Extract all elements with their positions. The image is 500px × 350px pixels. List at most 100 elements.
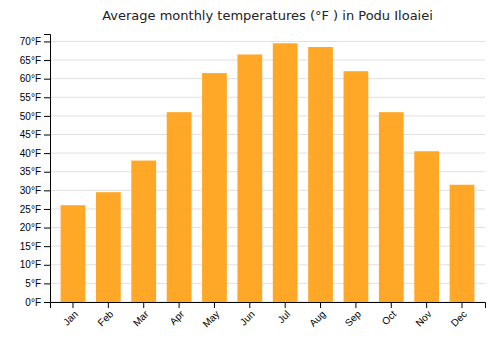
y-tick: 40°F xyxy=(20,148,50,159)
bar xyxy=(379,112,404,302)
y-tick-mark xyxy=(44,246,50,247)
y-tick: 60°F xyxy=(20,73,50,84)
x-tick-mark xyxy=(391,302,392,308)
y-tick-mark xyxy=(44,60,50,61)
x-tick: Sep xyxy=(343,302,364,329)
y-tick: 30°F xyxy=(20,185,50,196)
y-tick-label: 55°F xyxy=(20,92,41,103)
x-tick: Mar xyxy=(131,302,151,328)
grid-line xyxy=(50,97,485,98)
y-tick-mark xyxy=(44,228,50,229)
y-tick: 20°F xyxy=(20,222,50,233)
bar xyxy=(61,205,86,302)
y-tick-mark xyxy=(44,190,50,191)
grid-line xyxy=(50,60,485,61)
chart: 0°F 5°F 10°F 15°F 20°F 25°F 30°F 35°F 40°F 45°F 50… xyxy=(0,0,500,350)
x-tick-label: May xyxy=(200,308,221,329)
x-tick-label: Oct xyxy=(380,308,399,327)
x-tick-label: Jan xyxy=(61,308,80,327)
y-tick-label: 25°F xyxy=(20,204,41,215)
x-tick: Jan xyxy=(61,302,80,328)
y-tick-mark xyxy=(44,79,50,80)
y-tick: 10°F xyxy=(20,259,50,270)
x-tick: Apr xyxy=(167,302,186,327)
y-tick: 0°F xyxy=(25,297,50,308)
x-tick-label: Apr xyxy=(167,308,186,327)
bar xyxy=(273,43,298,302)
y-tick-label: 15°F xyxy=(20,241,41,252)
bar xyxy=(308,47,333,302)
y-tick-label: 60°F xyxy=(20,73,41,84)
plot: 0°F 5°F 10°F 15°F 20°F 25°F 30°F 35°F 40°F 45°F 50… xyxy=(20,35,486,330)
x-tick-label: Jun xyxy=(238,308,257,327)
y-tick-label: 10°F xyxy=(20,259,41,270)
x-tick-mark xyxy=(462,302,463,308)
y-tick: 55°F xyxy=(20,92,50,103)
y-tick: 70°F xyxy=(20,36,50,47)
x-tick-mark xyxy=(426,302,427,308)
y-tick-mark xyxy=(44,135,50,136)
y-tick: 45°F xyxy=(20,129,50,140)
x-tick: Nov xyxy=(413,302,433,329)
y-tick-label: 65°F xyxy=(20,55,41,66)
y-axis: 0°F 5°F 10°F 15°F 20°F 25°F 30°F 35°F 40°F 45°F 50… xyxy=(20,35,51,308)
y-tick-mark xyxy=(44,97,50,98)
y-tick-mark xyxy=(44,41,50,42)
y-tick: 50°F xyxy=(20,111,50,122)
y-axis-line xyxy=(44,35,51,303)
x-tick: Dec xyxy=(449,302,469,329)
x-tick-mark xyxy=(214,302,215,308)
grid-line xyxy=(50,78,485,79)
x-tick: Feb xyxy=(95,302,115,328)
y-tick-label: 5°F xyxy=(25,278,41,289)
y-tick: 35°F xyxy=(20,166,50,177)
x-tick: Oct xyxy=(380,302,399,327)
y-tick-mark xyxy=(44,209,50,210)
y-tick-label: 20°F xyxy=(20,222,41,233)
y-tick: 5°F xyxy=(25,278,50,289)
bar xyxy=(450,185,475,302)
y-tick-label: 40°F xyxy=(20,148,41,159)
x-tick-mark xyxy=(108,302,109,308)
y-tick-mark xyxy=(44,302,50,303)
bar xyxy=(414,151,439,302)
bar xyxy=(344,71,369,302)
x-tick-mark xyxy=(249,302,250,308)
bar xyxy=(167,112,192,302)
y-tick-mark xyxy=(44,116,50,117)
bar xyxy=(131,161,156,302)
x-tick: Jul xyxy=(275,302,292,325)
x-tick: Aug xyxy=(307,302,327,329)
y-tick-mark xyxy=(44,153,50,154)
x-tick-label: Mar xyxy=(131,308,151,328)
y-tick-label: 0°F xyxy=(25,297,41,308)
y-tick-label: 45°F xyxy=(20,129,41,140)
y-tick: 65°F xyxy=(20,55,50,66)
x-tick-mark xyxy=(143,302,144,308)
x-tick-label: Nov xyxy=(413,308,433,328)
grid-line xyxy=(50,115,485,116)
bar xyxy=(237,54,262,302)
bar xyxy=(96,192,121,302)
x-tick-label: Jul xyxy=(275,308,292,325)
x-tick-label: Feb xyxy=(95,308,115,328)
x-tick-label: Aug xyxy=(307,308,327,328)
x-tick-mark xyxy=(320,302,321,308)
x-axis-line xyxy=(51,303,486,309)
x-tick-label: Sep xyxy=(343,308,364,329)
x-tick-mark xyxy=(355,302,356,308)
x-tick: May xyxy=(200,302,221,330)
x-tick-mark xyxy=(179,302,180,308)
y-tick-mark xyxy=(44,283,50,284)
bars xyxy=(61,43,475,302)
y-tick: 25°F xyxy=(20,204,50,215)
y-tick-label: 30°F xyxy=(20,185,41,196)
title: Average monthly temperatures (°F ) in Po… xyxy=(102,8,433,23)
y-tick-mark xyxy=(44,265,50,266)
x-axis: Jan Feb Mar Apr May Jun Jul Aug Sep Oct Nov Dec xyxy=(51,302,486,330)
x-tick-mark xyxy=(72,302,73,308)
y-tick-label: 35°F xyxy=(20,166,41,177)
y-tick-label: 50°F xyxy=(20,111,41,122)
y-tick: 15°F xyxy=(20,241,50,252)
grid-line xyxy=(50,41,485,42)
